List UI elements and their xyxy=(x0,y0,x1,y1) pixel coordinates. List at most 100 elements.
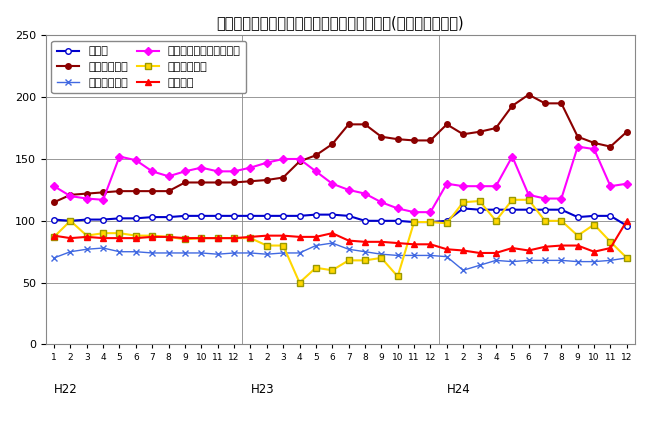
化学工業 xyxy=(361,239,369,245)
鉱工業 xyxy=(460,206,467,211)
一般機械工業 xyxy=(525,92,532,97)
電子部品・デバイス工業 xyxy=(492,184,500,189)
電気機械工業 xyxy=(378,252,385,257)
一般機械工業 xyxy=(132,188,140,194)
一般機械工業 xyxy=(83,191,90,196)
一般機械工業 xyxy=(230,180,238,185)
一般機械工業 xyxy=(410,138,418,143)
鉱工業 xyxy=(263,213,270,219)
化学工業 xyxy=(296,234,304,239)
電子部品・デバイス工業 xyxy=(246,165,254,170)
鉱工業 xyxy=(230,213,238,219)
化学工業 xyxy=(312,234,320,239)
化学工業 xyxy=(246,234,254,239)
化学工業 xyxy=(344,238,352,243)
輸送機械工業 xyxy=(83,233,90,238)
化学工業 xyxy=(558,243,566,248)
一般機械工業 xyxy=(623,129,630,134)
鉱工業 xyxy=(328,212,336,217)
Text: H22: H22 xyxy=(54,383,78,396)
電気機械工業 xyxy=(508,259,516,264)
一般機械工業 xyxy=(263,178,270,183)
鉱工業 xyxy=(606,213,614,219)
電子部品・デバイス工業 xyxy=(312,169,320,174)
鉱工業 xyxy=(296,213,304,219)
化学工業 xyxy=(394,240,402,246)
輸送機械工業 xyxy=(198,236,205,241)
電気機械工業 xyxy=(460,268,467,273)
一般機械工業 xyxy=(280,175,287,180)
電気機械工業 xyxy=(181,250,189,255)
電気機械工業 xyxy=(410,253,418,258)
Line: 化学工業: 化学工業 xyxy=(51,218,630,256)
輸送機械工業 xyxy=(492,218,500,223)
鉱工業 xyxy=(410,220,418,225)
輸送機械工業 xyxy=(574,233,582,238)
化学工業 xyxy=(590,249,598,254)
電気機械工業 xyxy=(476,263,484,268)
一般機械工業 xyxy=(508,103,516,108)
電子部品・デバイス工業 xyxy=(148,169,156,174)
輸送機械工業 xyxy=(116,231,124,236)
鉱工業 xyxy=(214,213,222,219)
電子部品・デバイス工業 xyxy=(525,192,532,197)
電気機械工業 xyxy=(132,249,140,254)
電気機械工業 xyxy=(558,258,566,263)
輸送機械工業 xyxy=(50,234,58,239)
電子部品・デバイス工業 xyxy=(623,181,630,186)
電子部品・デバイス工業 xyxy=(574,144,582,149)
鉱工業 xyxy=(426,220,434,225)
鉱工業 xyxy=(164,214,172,220)
一般機械工業 xyxy=(181,180,189,185)
鉱工業 xyxy=(492,207,500,212)
Text: H24: H24 xyxy=(447,383,471,396)
輸送機械工業 xyxy=(312,265,320,270)
一般機械工業 xyxy=(476,129,484,134)
輸送機械工業 xyxy=(263,243,270,248)
一般機械工業 xyxy=(99,190,107,195)
鉱工業 xyxy=(378,218,385,223)
電気機械工業 xyxy=(164,250,172,255)
電子部品・デバイス工業 xyxy=(361,191,369,196)
鉱工業 xyxy=(443,218,450,223)
輸送機械工業 xyxy=(99,231,107,236)
化学工業 xyxy=(230,236,238,241)
電気機械工業 xyxy=(198,250,205,255)
Line: 電子部品・デバイス工業: 電子部品・デバイス工業 xyxy=(51,144,630,215)
電子部品・デバイス工業 xyxy=(66,194,74,199)
鉱工業 xyxy=(148,214,156,220)
鉱工業 xyxy=(246,213,254,219)
化学工業 xyxy=(525,248,532,253)
鉱工業 xyxy=(116,216,124,221)
輸送機械工業 xyxy=(148,233,156,238)
化学工業 xyxy=(426,242,434,247)
輸送機械工業 xyxy=(66,218,74,223)
輸送機械工業 xyxy=(361,258,369,263)
化学工業 xyxy=(164,234,172,239)
電子部品・デバイス工業 xyxy=(394,206,402,211)
Line: 一般機械工業: 一般機械工業 xyxy=(51,92,630,205)
輸送機械工業 xyxy=(443,221,450,226)
化学工業 xyxy=(623,218,630,223)
一般機械工業 xyxy=(164,188,172,194)
輸送機械工業 xyxy=(132,233,140,238)
輸送機械工業 xyxy=(344,258,352,263)
鉱工業 xyxy=(394,218,402,223)
電子部品・デバイス工業 xyxy=(460,184,467,189)
電子部品・デバイス工業 xyxy=(606,184,614,189)
輸送機械工業 xyxy=(296,280,304,285)
鉱工業 xyxy=(525,207,532,212)
電気機械工業 xyxy=(394,253,402,258)
電気機械工業 xyxy=(83,247,90,252)
一般機械工業 xyxy=(198,180,205,185)
電子部品・デバイス工業 xyxy=(50,184,58,189)
一般機械工業 xyxy=(426,138,434,143)
一般機械工業 xyxy=(344,122,352,127)
電子部品・デバイス工業 xyxy=(230,169,238,174)
鉱工業 xyxy=(280,213,287,219)
輸送機械工業 xyxy=(590,222,598,227)
一般機械工業 xyxy=(378,134,385,139)
輸送機械工業 xyxy=(558,218,566,223)
一般機械工業 xyxy=(394,136,402,142)
電気機械工業 xyxy=(525,258,532,263)
